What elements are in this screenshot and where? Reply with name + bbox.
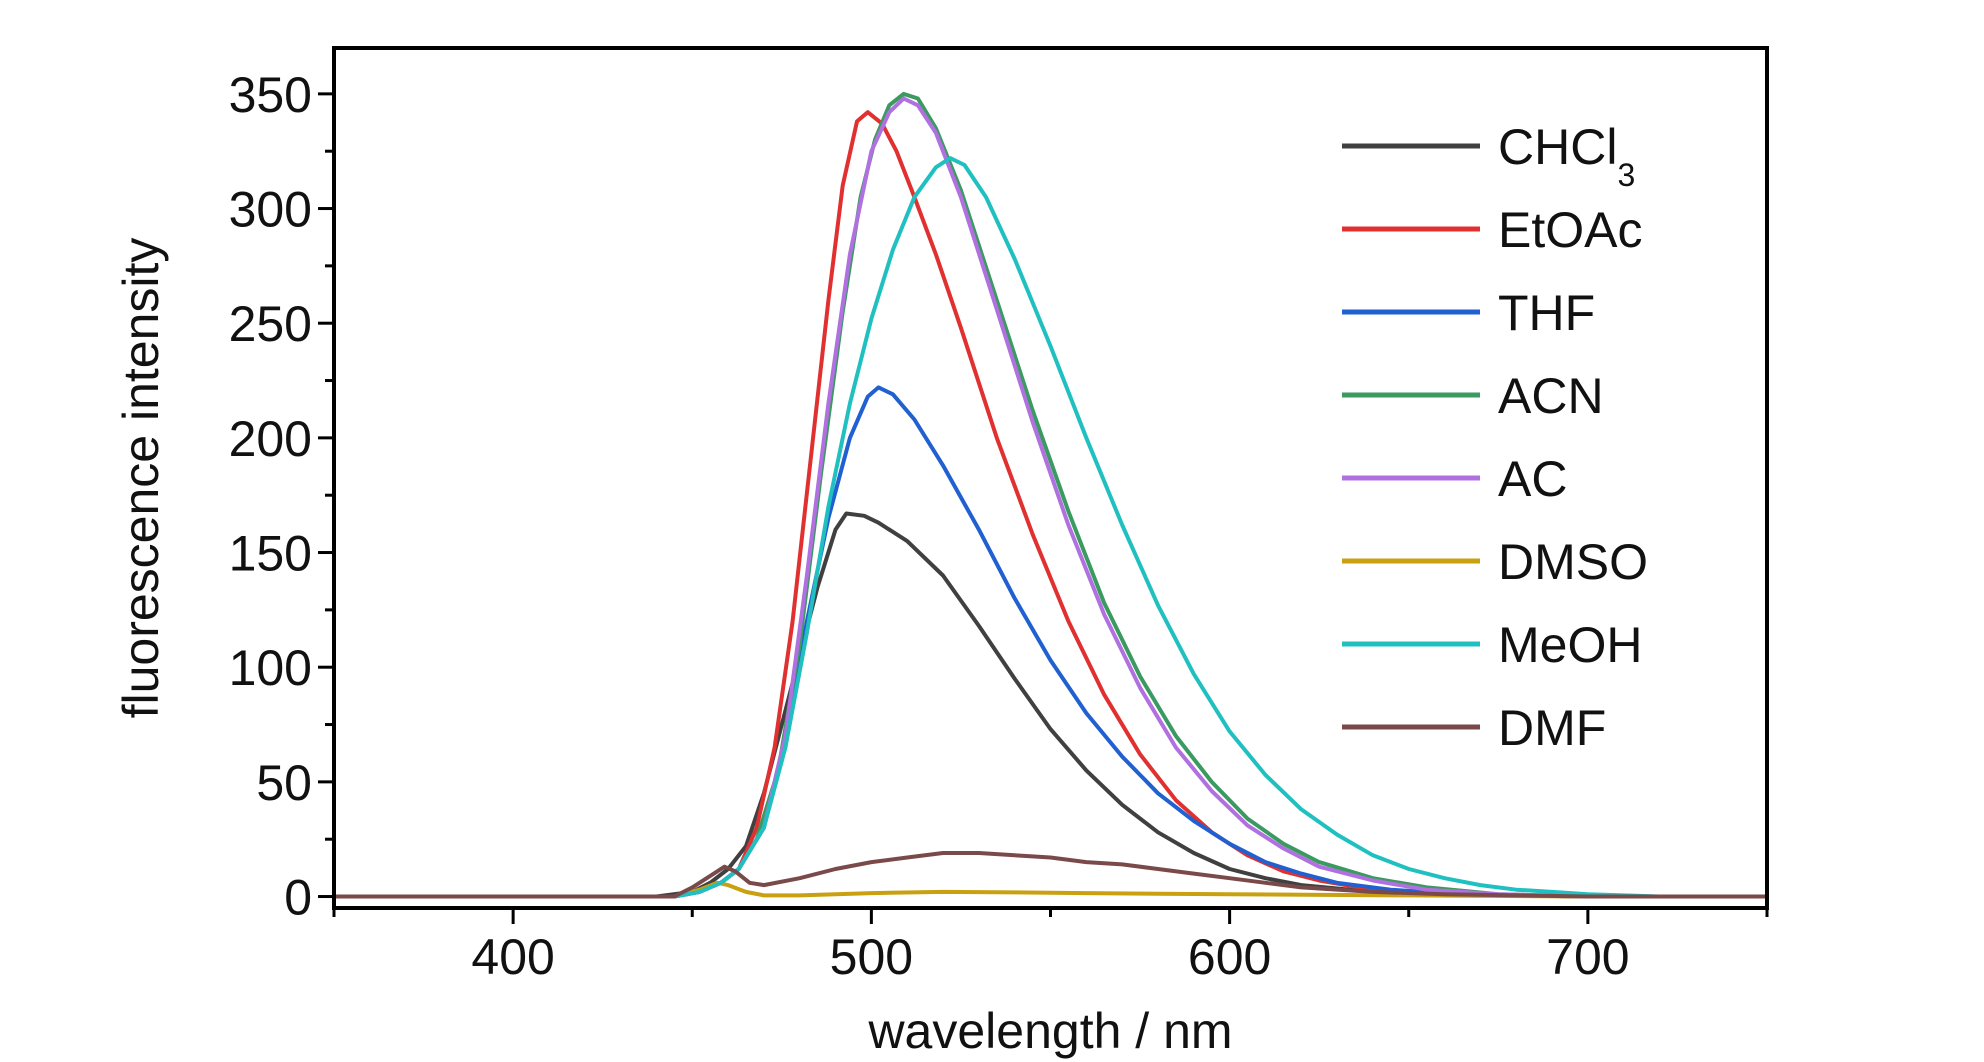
series-line-0 <box>334 511 1767 899</box>
y-tick-label: 100 <box>229 640 312 696</box>
legend-label: DMSO <box>1498 534 1648 590</box>
y-tick-label: 200 <box>229 411 312 467</box>
x-tick-label: 500 <box>830 929 913 985</box>
legend-label: DMF <box>1498 700 1606 756</box>
series-line-6 <box>334 156 1767 899</box>
x-tick-label: 400 <box>471 929 554 985</box>
legend-label: ACN <box>1498 368 1604 424</box>
y-tick-label: 250 <box>229 296 312 352</box>
legend-label: AC <box>1498 451 1567 507</box>
y-tick-label: 0 <box>284 870 312 926</box>
axis-layer: 400 500 600 700 0 50 100 150 200 250 300 350 <box>229 67 1769 985</box>
x-axis-label: wavelength / nm <box>867 1003 1232 1059</box>
y-axis-label: fluorescence intensity <box>113 238 169 719</box>
x-tick-label: 700 <box>1546 929 1629 985</box>
legend-label: THF <box>1498 285 1595 341</box>
legend-label: MeOH <box>1498 617 1642 673</box>
series-line-1 <box>334 110 1767 899</box>
x-tick-label: 600 <box>1188 929 1271 985</box>
y-tick-label: 300 <box>229 182 312 238</box>
legend-label: CHCl3 <box>1498 119 1635 193</box>
series-layer <box>334 91 1767 899</box>
legend: CHCl3 EtOAc THF ACN AC DMSO MeOH DMF <box>1342 119 1648 756</box>
y-tick-label: 350 <box>229 67 312 123</box>
legend-label: EtOAc <box>1498 202 1642 258</box>
y-tick-label: 50 <box>256 755 312 811</box>
legend-label-subscript: 3 <box>1617 157 1635 193</box>
y-tick-label: 150 <box>229 526 312 582</box>
series-line-7 <box>334 851 1767 899</box>
